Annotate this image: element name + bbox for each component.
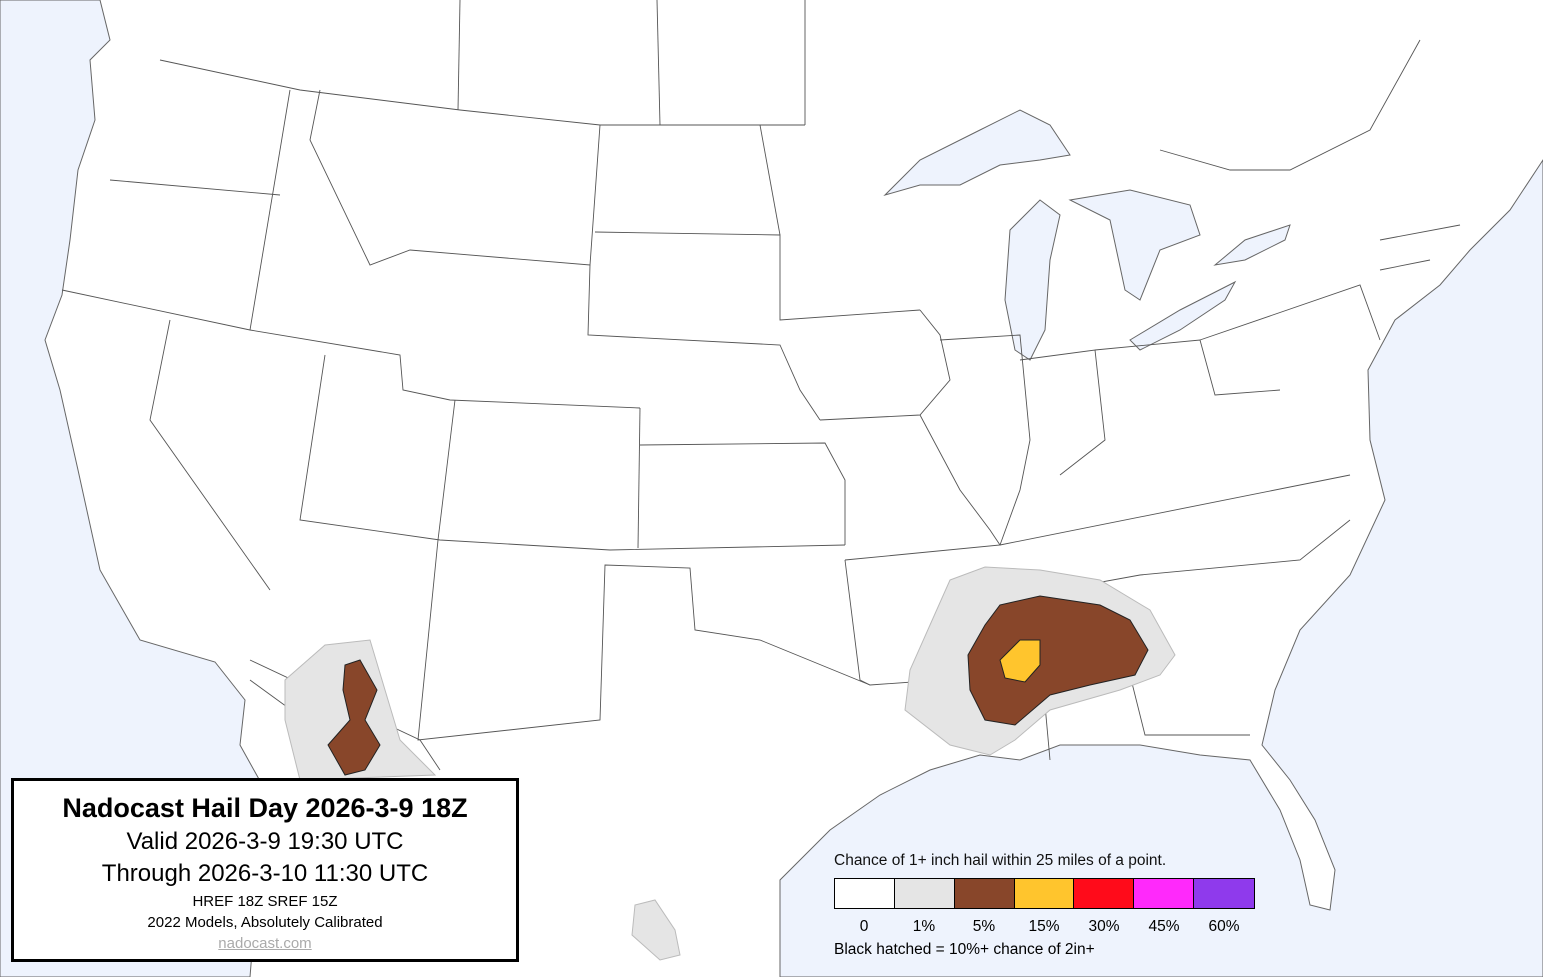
legend-label: 30% (1088, 918, 1120, 935)
valid-time: Valid 2026-3-9 19:30 UTC (126, 828, 404, 855)
legend-label: 5% (972, 918, 996, 935)
legend-swatch (1074, 879, 1135, 908)
hail-probabilities (284, 566, 1176, 961)
mexico-1pct-area (631, 899, 681, 961)
legend-swatch (1134, 879, 1195, 908)
through-time: Through 2026-3-10 11:30 UTC (101, 860, 429, 887)
map-title: Nadocast Hail Day 2026-3-9 18Z (62, 793, 468, 823)
lake-huron (1068, 189, 1201, 301)
legend-label: 0 (859, 918, 869, 935)
legend-label: 15% (1028, 918, 1060, 935)
lake-superior (883, 109, 1071, 197)
southeast-5pct-area (967, 595, 1149, 726)
nadocast-link[interactable]: nadocast.com (218, 935, 312, 952)
southwest-5pct-area (327, 659, 381, 776)
gulf-and-atlantic (779, 159, 1543, 977)
legend-hatch-note: Black hatched = 10%+ chance of 2in+ (834, 941, 1095, 958)
legend-swatch (1194, 879, 1255, 908)
lake-erie (1129, 280, 1237, 351)
legend-swatch (894, 879, 955, 908)
lake-ontario (1213, 224, 1291, 266)
legend-labels: 0 1% 5% 15% 30% 45% 60% (834, 918, 1255, 936)
lake-michigan (1004, 199, 1061, 361)
legend-swatches (834, 878, 1255, 909)
model-runs: HREF 18Z SREF 15Z (192, 893, 338, 910)
state-borders (61, 0, 1461, 771)
title-box: Nadocast Hail Day 2026-3-9 18Z Valid 202… (11, 778, 519, 962)
legend-caption: Chance of 1+ inch hail within 25 miles o… (834, 852, 1167, 869)
legend-swatch (954, 879, 1015, 908)
legend-swatch (1014, 879, 1075, 908)
legend-label: 1% (912, 918, 936, 935)
legend-label: 45% (1148, 918, 1180, 935)
calibration-note: 2022 Models, Absolutely Calibrated (147, 914, 383, 931)
legend-swatch (835, 879, 895, 908)
legend: Chance of 1+ inch hail within 25 miles o… (834, 852, 1255, 959)
legend-label: 60% (1208, 918, 1240, 935)
southeast-15pct-area (999, 639, 1041, 683)
